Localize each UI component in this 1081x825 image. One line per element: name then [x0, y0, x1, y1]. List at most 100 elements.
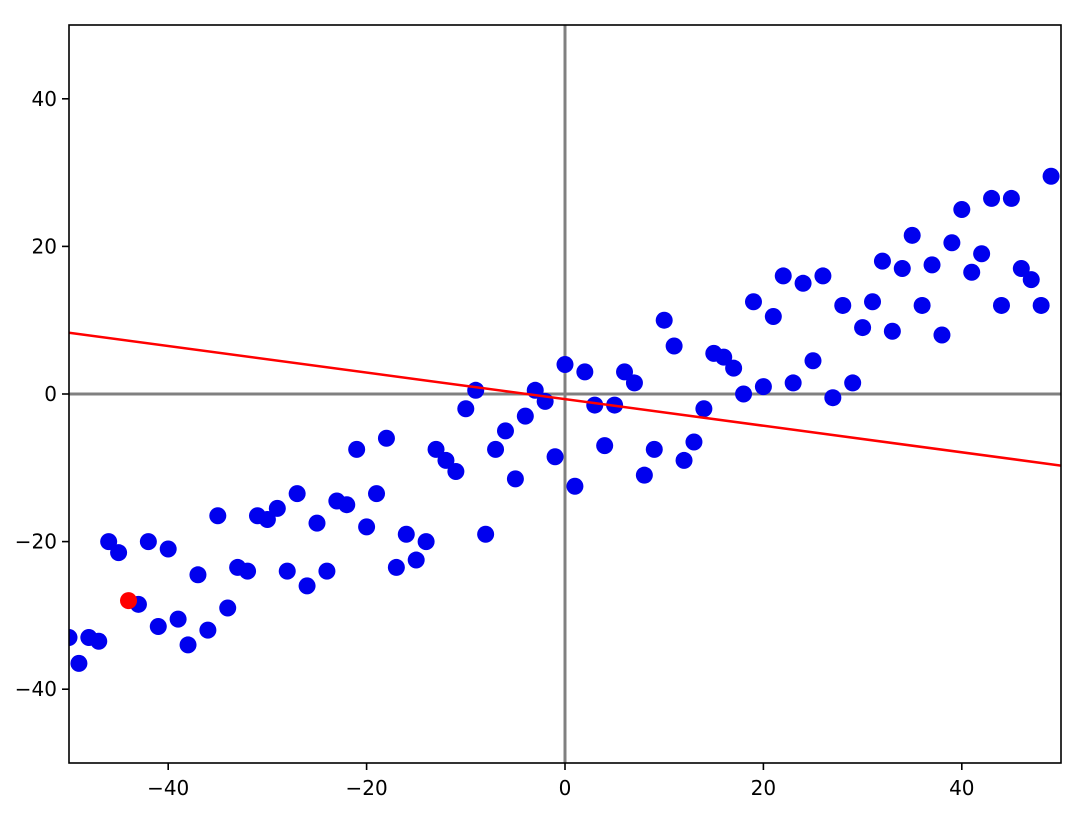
data-point [477, 525, 495, 543]
data-point [268, 499, 286, 517]
data-point [169, 610, 187, 628]
data-point [417, 533, 435, 551]
data-point [437, 451, 455, 469]
data-point [546, 448, 564, 466]
data-point [447, 462, 465, 480]
y-tick-label: 40 [32, 87, 57, 111]
data-point [487, 440, 505, 458]
data-point [139, 533, 157, 551]
data-point [645, 440, 663, 458]
data-point [576, 363, 594, 381]
data-point [298, 577, 316, 595]
data-point [794, 274, 812, 292]
data-point [754, 378, 772, 396]
data-point [784, 374, 802, 392]
data-point [1022, 271, 1040, 289]
x-tick-label: −40 [147, 776, 189, 800]
data-point [407, 551, 425, 569]
data-point [873, 252, 891, 270]
data-point [864, 293, 882, 311]
y-tick-label: 0 [44, 382, 57, 406]
data-point [735, 385, 753, 403]
data-point [744, 293, 762, 311]
data-point [427, 440, 445, 458]
data-point [288, 485, 306, 503]
data-point [239, 562, 257, 580]
data-point [100, 533, 118, 551]
data-point [824, 389, 842, 407]
data-point [963, 263, 981, 281]
data-point [586, 396, 604, 414]
data-point [159, 540, 177, 558]
data-point [219, 599, 237, 617]
data-point [516, 407, 534, 425]
data-point [1042, 167, 1060, 185]
data-point [933, 326, 951, 344]
data-point [883, 322, 901, 340]
data-point [70, 654, 88, 672]
data-point [596, 437, 614, 455]
y-tick-label: −20 [15, 530, 57, 554]
data-point [903, 226, 921, 244]
data-point [983, 189, 1001, 207]
data-point [953, 201, 971, 218]
x-tick-label: 40 [949, 776, 974, 800]
fit-line [69, 331, 1061, 467]
data-point [258, 510, 276, 528]
data-point [397, 525, 415, 543]
data-point [913, 296, 931, 314]
data-point [348, 440, 366, 458]
data-point [1012, 260, 1030, 278]
data-point [467, 381, 485, 399]
highlighted-point [120, 592, 138, 610]
data-point [358, 518, 376, 536]
data-point [1002, 189, 1020, 207]
data-point [506, 470, 524, 488]
data-point [616, 363, 634, 381]
data-point [566, 477, 584, 495]
data-point [992, 296, 1010, 314]
data-point [1032, 296, 1050, 314]
data-point [318, 562, 336, 580]
data-point [625, 374, 643, 392]
plot-area [69, 25, 1061, 763]
data-point [854, 319, 872, 337]
x-tick-label: 0 [559, 776, 572, 800]
y-tick-label: −40 [15, 677, 57, 701]
data-point [387, 558, 405, 576]
data-point [844, 374, 862, 392]
data-point [179, 636, 197, 654]
data-point [199, 621, 217, 639]
data-point [675, 451, 693, 469]
data-point [893, 260, 911, 278]
data-point [278, 562, 296, 580]
data-point [110, 544, 128, 562]
data-point [308, 514, 326, 532]
data-point [635, 466, 653, 484]
data-point [69, 629, 78, 647]
data-point [556, 355, 574, 373]
data-point [685, 433, 703, 451]
data-point [834, 296, 852, 314]
data-point [973, 245, 991, 263]
data-point [655, 311, 673, 329]
data-point [209, 507, 227, 525]
data-point [377, 429, 395, 447]
data-point [189, 566, 207, 584]
data-point [715, 348, 733, 366]
data-point [368, 485, 386, 503]
data-point [665, 337, 683, 355]
data-point [943, 234, 961, 252]
data-point [725, 359, 743, 377]
data-point [804, 352, 822, 370]
axes: −40 −20 0 20 40 −40 −20 0 20 40 [15, 24, 1062, 800]
data-point [923, 256, 941, 274]
data-point [457, 400, 475, 418]
x-tick-label: 20 [751, 776, 776, 800]
plot-content [69, 25, 1061, 763]
data-point [814, 267, 832, 285]
data-point [774, 267, 792, 285]
data-point [496, 422, 514, 440]
